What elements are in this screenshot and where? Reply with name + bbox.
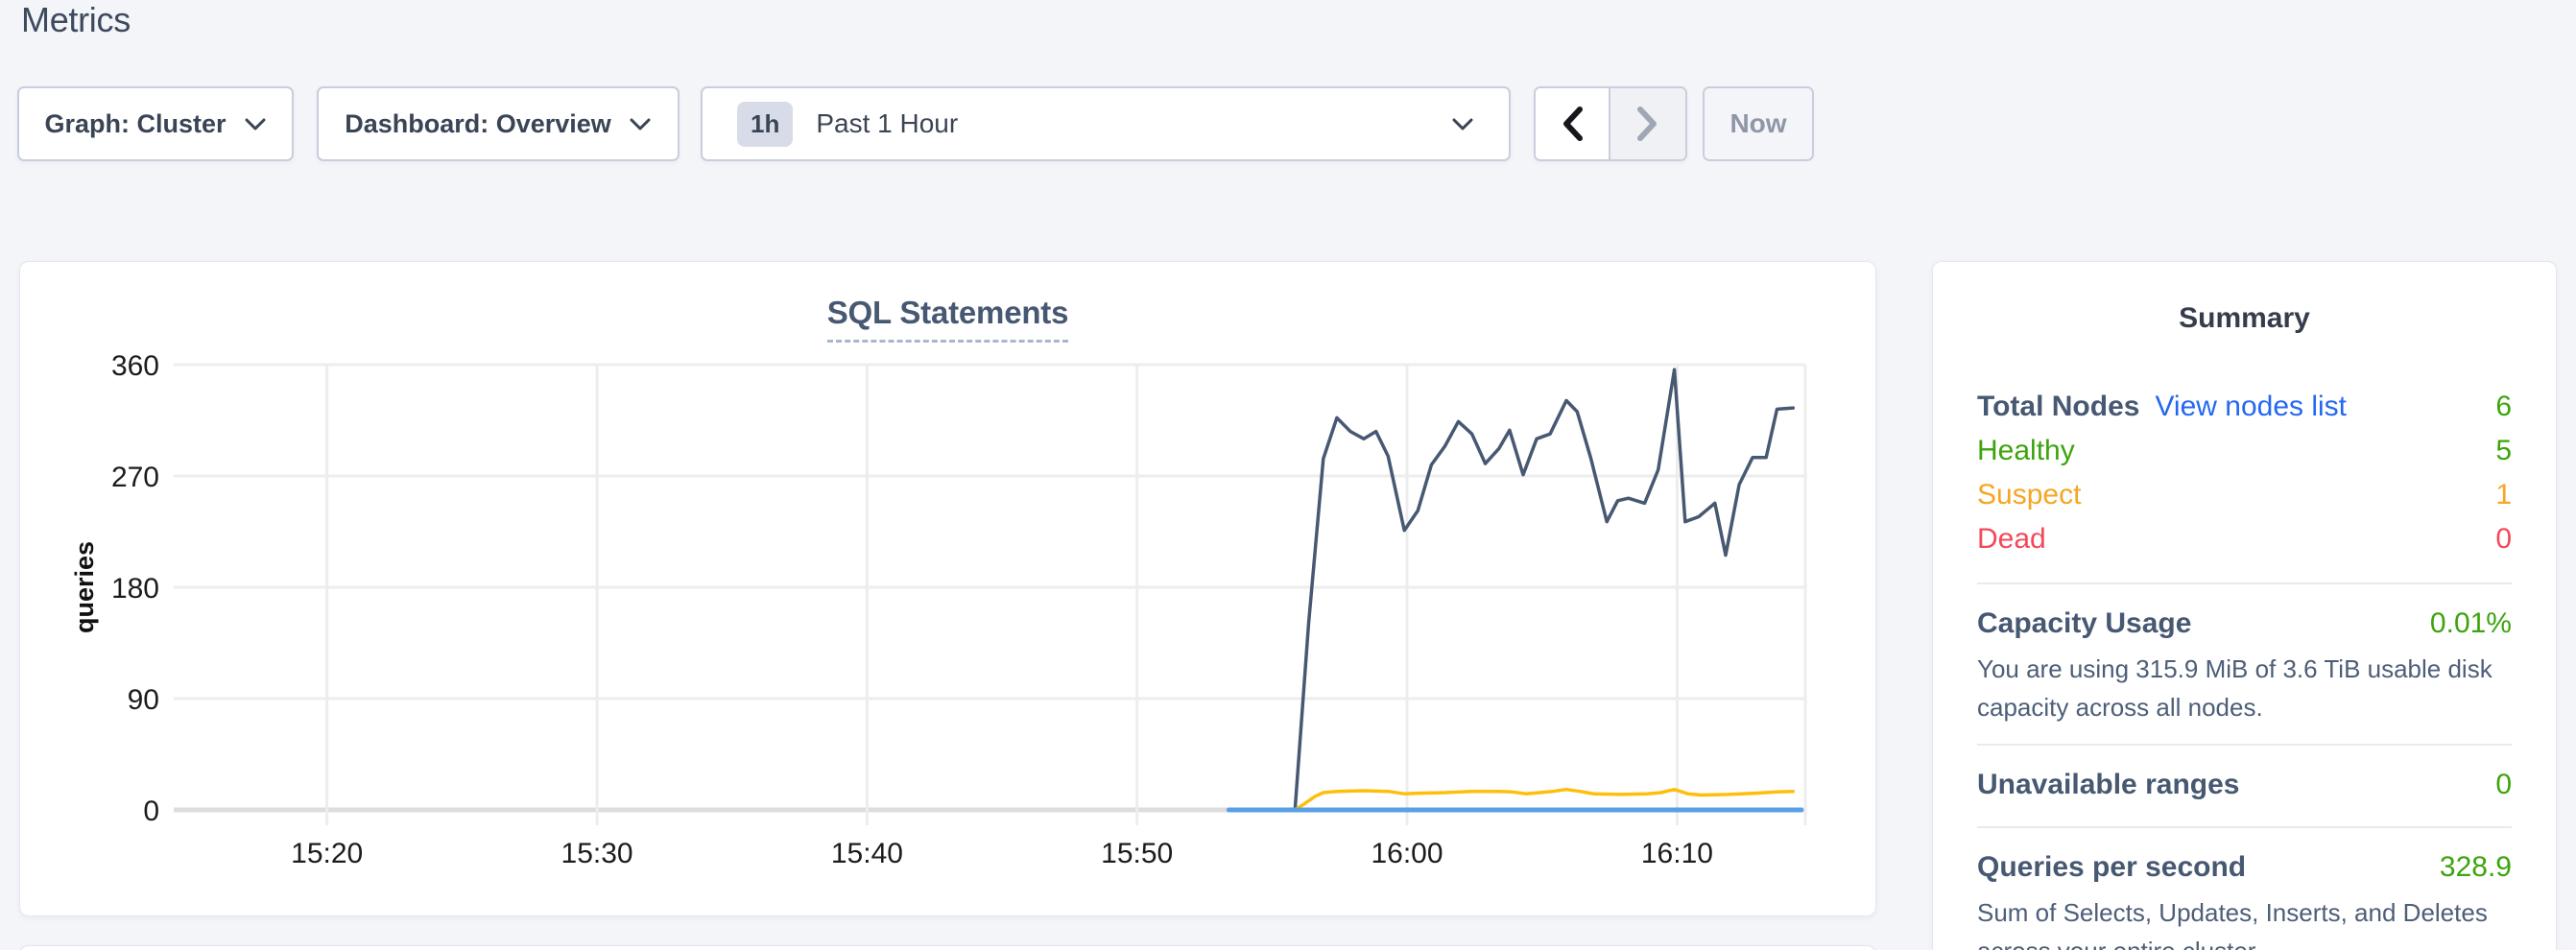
dead-label: Dead <box>1977 523 2046 555</box>
x-tick-label: 15:40 <box>831 838 903 869</box>
capacity-usage-label: Capacity Usage <box>1977 607 2192 639</box>
page-title: Metrics <box>21 0 131 39</box>
chevron-down-icon <box>629 117 652 131</box>
x-tick-label: 16:00 <box>1371 838 1443 869</box>
total-nodes-row: Total Nodes View nodes list 6 <box>1977 385 2512 429</box>
sql-statements-chart-card: SQL Statements 0 90 180 270 360 15:20 15:30 15:… <box>19 261 1876 916</box>
queries-per-second-value: 328.9 <box>2439 851 2512 883</box>
chevron-left-icon <box>1559 105 1586 143</box>
dead-value: 0 <box>2495 523 2512 555</box>
navy-series-line <box>1293 368 1796 812</box>
time-range-selector[interactable]: 1h Past 1 Hour <box>701 86 1511 161</box>
healthy-nodes-row: Healthy 5 <box>1977 429 2512 473</box>
healthy-value: 5 <box>2495 435 2512 466</box>
toolbar: Graph: Cluster Dashboard: Overview 1h Pa… <box>0 86 2576 161</box>
dashboard-dropdown-label: Dashboard: Overview <box>345 108 611 138</box>
view-nodes-list-link[interactable]: View nodes list <box>2155 391 2348 422</box>
y-tick-label: 90 <box>128 684 159 716</box>
y-axis-label: queries <box>70 541 99 633</box>
dead-nodes-row: Dead 0 <box>1977 517 2512 561</box>
x-tick-label: 16:10 <box>1641 838 1713 869</box>
graph-dropdown-label: Graph: Cluster <box>44 108 227 138</box>
time-step-buttons <box>1534 86 1687 161</box>
y-tick-label: 360 <box>111 350 159 382</box>
capacity-usage-caption: You are using 315.9 MiB of 3.6 TiB usabl… <box>1977 654 2493 722</box>
y-tick-label: 180 <box>111 573 159 605</box>
sql-statements-chart: 0 90 180 270 360 15:20 15:30 15:40 15:50 16:00 16:… <box>70 350 1807 869</box>
divider <box>1977 582 2512 584</box>
previous-time-button[interactable] <box>1536 88 1610 159</box>
suspect-label: Suspect <box>1977 479 2082 511</box>
queries-per-second-caption: Sum of Selects, Updates, Inserts, and De… <box>1977 898 2488 950</box>
queries-per-second-row: Queries per second 328.9 <box>1977 845 2512 890</box>
unavailable-ranges-row: Unavailable ranges 0 <box>1977 763 2512 807</box>
queries-per-second-label: Queries per second <box>1977 851 2247 883</box>
time-range-label: Past 1 Hour <box>816 108 959 138</box>
graph-dropdown[interactable]: Graph: Cluster <box>17 86 294 161</box>
healthy-label: Healthy <box>1977 435 2075 466</box>
next-time-button[interactable] <box>1610 88 1685 159</box>
time-range-badge: 1h <box>737 101 794 147</box>
chevron-right-icon <box>1634 105 1661 143</box>
dashboard-dropdown[interactable]: Dashboard: Overview <box>317 86 680 161</box>
chevron-down-icon <box>1451 117 1474 131</box>
divider <box>1977 826 2512 828</box>
unavailable-ranges-value: 0 <box>2495 769 2512 800</box>
x-tick-label: 15:30 <box>561 838 633 869</box>
divider <box>1977 744 2512 746</box>
y-tick-label: 270 <box>111 462 159 493</box>
y-tick-label: 0 <box>143 796 159 827</box>
total-nodes-label: Total Nodes <box>1977 391 2140 422</box>
x-tick-label: 15:50 <box>1101 838 1173 869</box>
suspect-nodes-row: Suspect 1 <box>1977 473 2512 517</box>
x-tick-label: 15:20 <box>291 838 363 869</box>
total-nodes-value: 6 <box>2495 391 2512 422</box>
unavailable-ranges-label: Unavailable ranges <box>1977 769 2240 800</box>
chevron-down-icon <box>244 117 267 131</box>
yellow-series-line <box>1293 787 1796 812</box>
summary-title: Summary <box>2179 302 2310 334</box>
capacity-usage-row: Capacity Usage 0.01% <box>1977 602 2512 646</box>
suspect-value: 1 <box>2495 479 2512 511</box>
summary-panel: Summary Total Nodes View nodes list 6 He… <box>1932 261 2557 950</box>
now-button[interactable]: Now <box>1703 86 1814 161</box>
chart-title[interactable]: SQL Statements <box>826 295 1068 343</box>
next-chart-card <box>19 945 1876 950</box>
capacity-usage-value: 0.01% <box>2429 607 2512 639</box>
